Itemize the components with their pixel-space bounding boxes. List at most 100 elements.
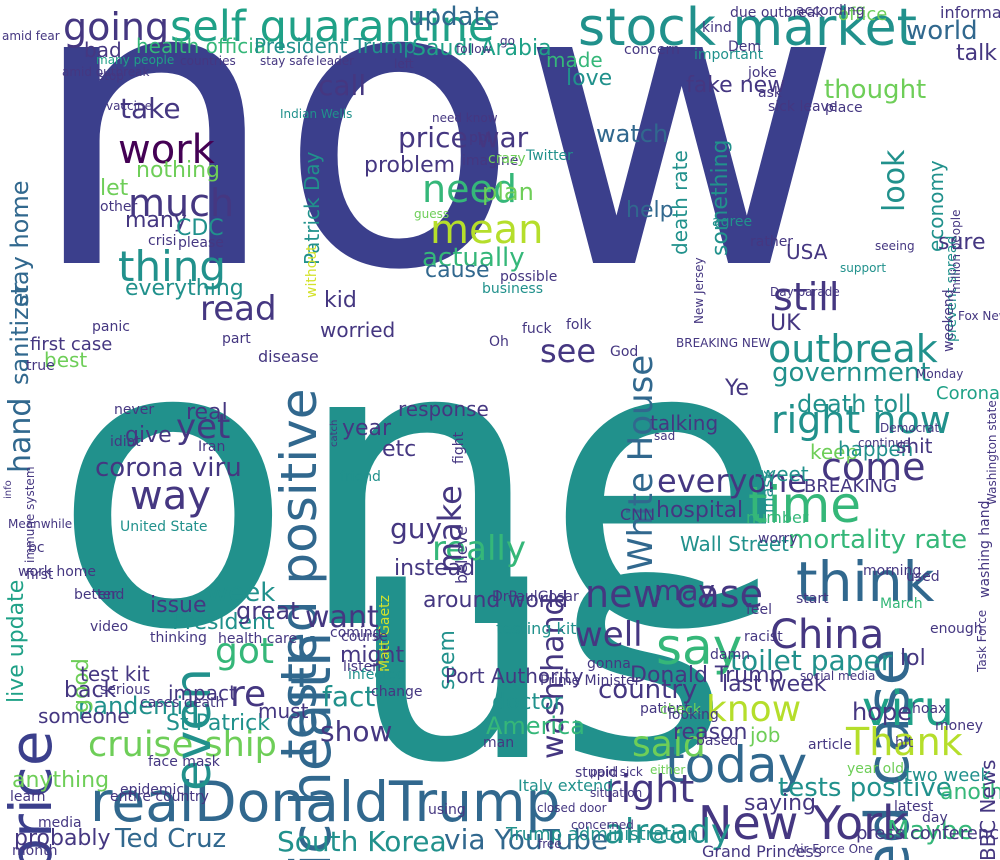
- word-thank: Thank: [846, 720, 963, 764]
- word-give: give: [125, 423, 172, 448]
- word-government: government: [772, 358, 931, 388]
- word-latest: latest: [894, 799, 934, 815]
- word-etc: etc: [382, 437, 417, 462]
- word-health-care: health care: [218, 631, 298, 647]
- word-worried: worried: [320, 318, 396, 342]
- word-around-world: around world: [423, 588, 568, 613]
- word-realdonaldtrump: realDonaldTrump: [90, 770, 561, 834]
- word-support: support: [840, 261, 887, 275]
- word-cnn: CNN: [620, 505, 656, 524]
- word-china: China: [770, 612, 885, 658]
- word-corona-viru: corona viru: [95, 453, 242, 483]
- word-last-week: last week: [722, 672, 827, 697]
- word-based: based: [696, 733, 739, 749]
- word-america: America: [486, 712, 585, 740]
- word-another: another: [940, 780, 1000, 805]
- word-viru: viru: [862, 681, 954, 737]
- word-fox-new: Fox New: [958, 309, 1000, 323]
- word-twitter: Twitter: [526, 148, 573, 164]
- word-tweet: tweet: [752, 462, 809, 486]
- word-think: think: [796, 550, 935, 614]
- word-true: true: [26, 358, 55, 374]
- word-cause: cause: [425, 258, 490, 283]
- word-fact: fact: [322, 680, 376, 713]
- word-come: come: [821, 445, 926, 489]
- word-social-media: social media: [800, 669, 876, 683]
- word-year-old: year old: [847, 761, 905, 777]
- word-oh: Oh: [489, 334, 509, 350]
- word-toilet-paper: toilet paper: [730, 644, 893, 677]
- word-follow: follow: [456, 42, 492, 56]
- word-cruise-ship: cruise ship: [88, 725, 277, 765]
- word-everything: everything: [125, 276, 244, 301]
- word-thing: thing: [118, 242, 227, 291]
- word-happen: happen: [838, 437, 914, 461]
- word-kid: kid: [324, 288, 357, 313]
- word-trump-administration: Trump administration: [506, 824, 699, 845]
- word-month: month: [12, 843, 58, 859]
- word-mean: mean: [430, 207, 544, 253]
- word-new-york: New York: [698, 796, 909, 850]
- word-stay-safe: stay safe: [260, 54, 315, 68]
- word-south-korea: South Korea: [277, 825, 447, 858]
- word-must: must: [258, 699, 309, 723]
- word-hospital: hospital: [656, 498, 744, 523]
- word-something: something: [708, 139, 733, 256]
- word-plan: plan: [482, 178, 534, 206]
- word-damn: damn: [710, 647, 750, 663]
- word-say: say: [656, 618, 743, 676]
- word-part: part: [222, 331, 251, 347]
- word-morning: morning: [863, 563, 922, 579]
- word-seeing: seeing: [875, 239, 915, 253]
- word-fuck: fuck: [522, 321, 552, 337]
- word-usa: USA: [786, 240, 828, 264]
- word-re: re: [230, 674, 267, 715]
- word-got: got: [215, 631, 274, 672]
- word-impact: impact: [168, 681, 237, 705]
- word-update: update: [408, 2, 500, 32]
- word-stay-home: stay home: [6, 180, 34, 308]
- word-probably: probably: [14, 826, 111, 851]
- word-outbreak: outbreak: [768, 327, 938, 371]
- word-fight: fight: [451, 431, 467, 464]
- word-washington-state: Washington state: [985, 400, 999, 505]
- word-friend: friend: [340, 469, 381, 485]
- word-thought: thought: [824, 75, 927, 105]
- word-uk: UK: [770, 311, 801, 336]
- word-continue: continue: [858, 436, 911, 450]
- word-wall-street: Wall Street: [680, 532, 789, 556]
- word-new-jersey: New Jersey: [692, 257, 706, 324]
- word-us: us: [348, 451, 730, 835]
- word-prime-minister: Prime Minister: [540, 673, 641, 689]
- word-immune-system: immune system: [23, 466, 37, 563]
- word-testing-kit: testing kit: [496, 619, 577, 638]
- word-self-quarantine: self quarantine: [170, 2, 495, 52]
- word-instead: instead: [394, 556, 476, 581]
- word-entire-country: entire country: [110, 789, 209, 805]
- word-number: number: [746, 508, 809, 527]
- word-guy: guy: [390, 512, 443, 545]
- word-love: love: [566, 66, 613, 91]
- word-using: using: [428, 802, 466, 818]
- word-coming: coming: [330, 625, 382, 641]
- word-crazy: crazy: [488, 151, 526, 167]
- word-already: already: [604, 812, 731, 852]
- word-racist: racist: [744, 629, 783, 645]
- word-president-trump: President Trump: [254, 34, 417, 58]
- word-many-people: many people: [96, 53, 175, 67]
- word-watch: watch: [596, 120, 669, 148]
- word-ppl: ppl: [469, 130, 491, 146]
- word-never: never: [114, 402, 155, 418]
- word-situation: situation: [590, 786, 643, 800]
- word-year: year: [342, 416, 392, 441]
- word-now: now: [28, 0, 844, 357]
- word-work-home: work home: [18, 564, 97, 580]
- word-breaking-new: BREAKING NEW: [676, 336, 771, 350]
- word-video: video: [90, 619, 129, 635]
- word-disease: disease: [258, 347, 319, 366]
- word-indian-wells: Indian Wells: [280, 107, 353, 121]
- word-amid-outbreak: amid outbreak: [62, 65, 150, 79]
- word-weekend: weekend: [941, 289, 957, 352]
- word-imagine: imagine: [462, 153, 519, 169]
- word-shit: shit: [896, 434, 933, 458]
